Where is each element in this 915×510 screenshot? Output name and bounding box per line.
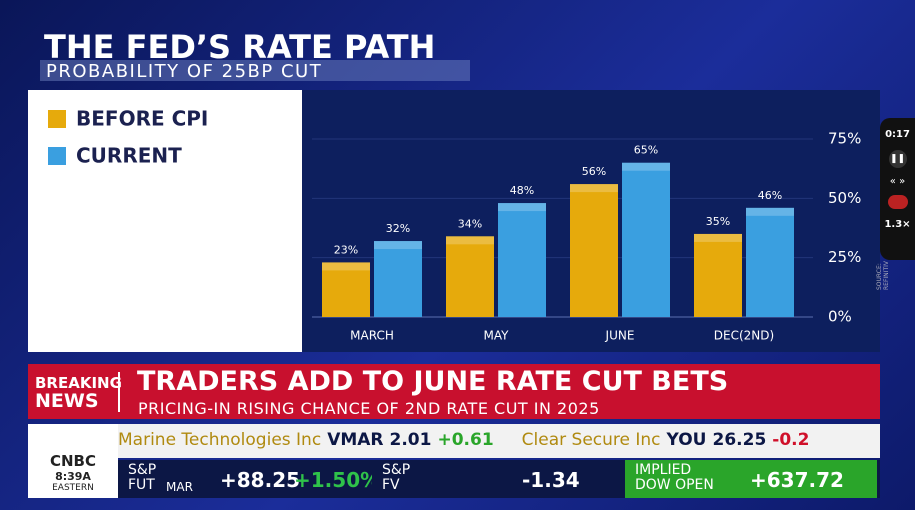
- legend-swatch: [48, 110, 66, 128]
- legend-label: BEFORE CPI: [76, 107, 208, 131]
- value-label: 35%: [706, 215, 730, 228]
- x-tick-label: DEC(2ND): [714, 329, 774, 343]
- player: 0:17 ❚❚ « » 1.3×: [880, 118, 915, 260]
- bar-cap: [374, 241, 422, 250]
- bar-cap: [622, 162, 670, 171]
- ticker-name: Marine Technologies Inc: [118, 430, 322, 450]
- market-label-line: IMPLIED: [635, 462, 692, 478]
- market-cell: S&P FV -1.34: [372, 460, 622, 498]
- market-label-line: FV: [382, 477, 400, 493]
- bar-cap: [446, 236, 494, 245]
- value-label: 34%: [458, 217, 482, 230]
- ticker-price: 26.25: [712, 430, 767, 450]
- x-tick-label: MARCH: [350, 329, 394, 343]
- ticker-symbol: VMAR: [327, 430, 384, 450]
- logo: CNBC: [49, 452, 96, 470]
- bar-cap: [694, 233, 742, 242]
- bar: [446, 236, 494, 317]
- divider: [118, 372, 120, 412]
- subtitle: PROBABILITY OF 25BP CUT: [46, 61, 323, 82]
- logo-box: CNBC 8:39A EASTERN: [28, 424, 118, 498]
- zone: EASTERN: [52, 483, 94, 493]
- value-label: 23%: [334, 243, 358, 256]
- market-month: MAR: [166, 480, 193, 494]
- market-label-line: DOW OPEN: [635, 477, 714, 493]
- bar: [374, 241, 422, 317]
- bar: [622, 162, 670, 317]
- bar-cap: [570, 184, 618, 193]
- market-value: -1.34: [522, 468, 580, 492]
- legend-panel: [28, 90, 302, 352]
- x-tick-label: JUNE: [605, 329, 635, 343]
- markets: S&P FUT MAR +88.25 +1.50% S&P FV -1.34 IMPLIED DO…: [118, 460, 880, 498]
- subhead: PRICING-IN RISING CHANCE OF 2ND RATE CUT…: [138, 399, 600, 418]
- ticker-change: -0.2: [772, 430, 810, 450]
- market-value: +88.25: [220, 468, 301, 492]
- bar: [694, 233, 742, 317]
- y-tick-label: 0%: [828, 308, 852, 326]
- skip[interactable]: « »: [889, 176, 906, 187]
- y-tick-label: 50%: [828, 189, 861, 207]
- flag[interactable]: [887, 195, 908, 209]
- ticker-name: Clear Secure Inc: [521, 430, 661, 450]
- market-label: IMPLIED DOW OPEN: [635, 463, 714, 493]
- ticker: Marine Technologies Inc VMAR 2.01 +0.61 Clea…: [28, 424, 880, 458]
- legend-swatch: [48, 147, 66, 165]
- subtitle-box: [40, 60, 470, 81]
- bar-cap: [498, 203, 546, 212]
- market-cell: S&P FUT MAR +88.25 +1.50%: [118, 460, 380, 498]
- player-speed[interactable]: 1.3×: [884, 219, 911, 230]
- y-tick-label: 75%: [828, 130, 861, 148]
- market-label-line: S&P: [128, 462, 157, 478]
- breaking-bar: [28, 364, 880, 419]
- bar-cap: [322, 262, 370, 271]
- ticker-change: +0.61: [437, 430, 494, 450]
- value-label: 65%: [634, 144, 658, 157]
- market-change: +1.50%: [294, 468, 381, 492]
- bar: [746, 207, 794, 317]
- title: THE FED’S RATE PATH: [44, 28, 436, 66]
- market-cell: IMPLIED DOW OPEN +637.72: [625, 460, 877, 498]
- market-label-line: S&P: [382, 462, 411, 478]
- ticker-row: Marine Technologies Inc VMAR 2.01 +0.61 Clea…: [118, 430, 809, 450]
- x-tick-label: MAY: [484, 329, 510, 343]
- headline: TRADERS ADD TO JUNE RATE CUT BETS: [137, 366, 729, 397]
- tag-line: BREAKING: [35, 374, 122, 392]
- bar: [498, 203, 546, 317]
- market-label-line: FUT: [128, 477, 155, 493]
- market-value: +637.72: [750, 468, 844, 492]
- y-tick-label: 25%: [828, 248, 861, 266]
- market-label: S&P FV: [382, 463, 410, 493]
- tag-line: NEWS: [35, 390, 99, 412]
- market-label: S&P FUT: [128, 463, 156, 493]
- bar-cap: [746, 207, 794, 216]
- player-time: 0:17: [885, 129, 910, 140]
- chart: 0% 25% 50% 75% BEFORE CPI CURRENT MARCH 23% 32% M…: [28, 90, 880, 352]
- bar: [322, 262, 370, 317]
- legend-label: CURRENT: [76, 144, 182, 168]
- bar: [570, 184, 618, 317]
- ticker-symbol: YOU: [666, 430, 707, 450]
- pause-button[interactable]: ❚❚: [888, 150, 907, 168]
- value-label: 48%: [510, 184, 534, 197]
- value-label: 46%: [758, 189, 782, 202]
- breaking-tag: BREAKING NEWS: [35, 375, 122, 411]
- value-label: 56%: [582, 165, 606, 178]
- ticker-price: 2.01: [389, 430, 432, 450]
- value-label: 32%: [386, 222, 410, 235]
- clock: 8:39A: [55, 470, 91, 483]
